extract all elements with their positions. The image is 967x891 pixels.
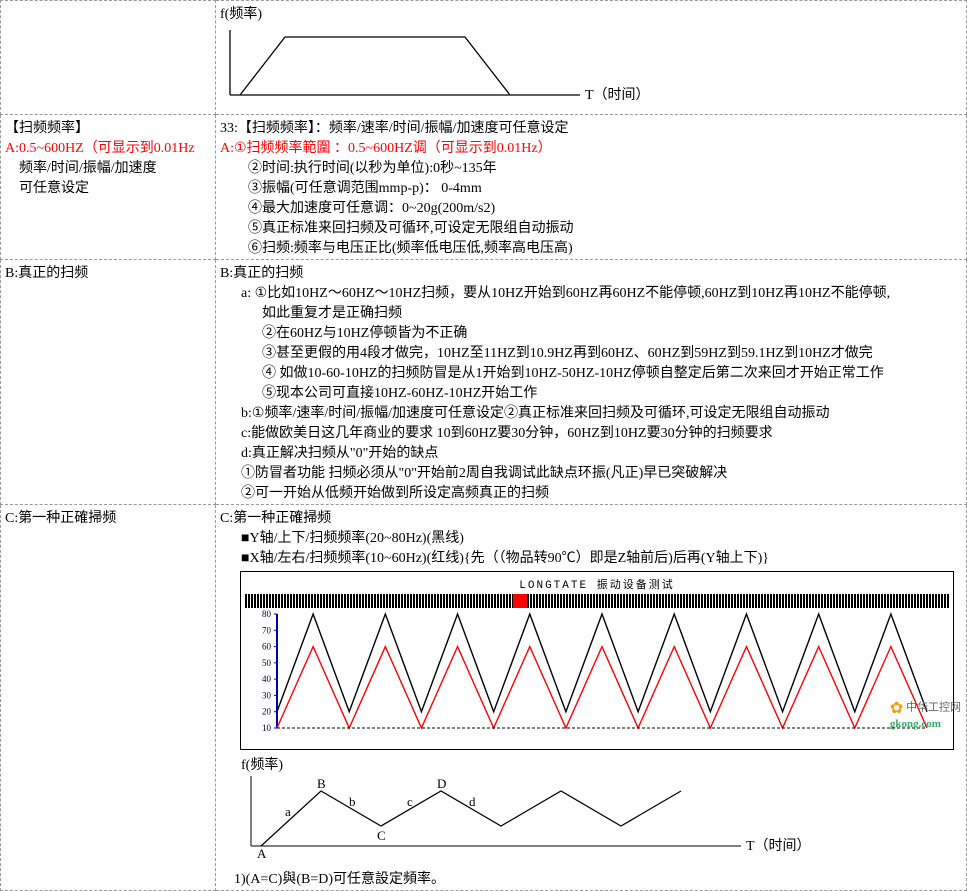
r4-l1: C:第一种正確掃频 [220,507,962,527]
r3-l8: b:①频率/速率/时间/振幅/加速度可任意设定②真正标准来回扫频及可循环,可设定… [220,402,962,422]
svg-text:a: a [285,804,291,819]
section-b-title: B:真正的扫频 [5,262,211,282]
r3-l7: ⑤现本公司可直接10HZ-60HZ-10HZ开始工作 [220,382,962,402]
r3-l12: ②可一开始从低频开始做到所设定高频真正的扫频 [220,482,962,502]
svg-text:b: b [349,794,356,809]
row4-right: C:第一种正確掃频 ■Y轴/上下/扫频频率(20~80Hz)(黑线) ■X轴/左… [216,505,967,891]
r3-l5: ③甚至更假的用4段才做完，10HZ至11HZ到10.9HZ再到60HZ、60HZ… [220,342,962,362]
r4-l3: ■X轴/左右/扫频频率(10~60Hz)(红线){先（（物品转90℃）即是Z轴前… [220,547,962,567]
svg-text:A: A [257,846,267,861]
r3-l6: ④ 如做10-60-10HZ的扫频防冒是从1开始到10HZ-50HZ-10HZ停… [220,362,962,382]
svg-text:30: 30 [262,690,272,700]
svg-text:D: D [437,776,446,791]
svg-text:60: 60 [262,642,272,652]
section-a-l2: 可任意设定 [5,177,211,197]
svg-text:80: 80 [262,610,272,619]
r3-l3: 如此重复才是正确扫频 [220,302,962,322]
row1-right: f(频率) T（时间） [216,1,967,115]
svg-text:T（时间）: T（时间） [585,87,640,103]
svg-text:d: d [469,794,476,809]
section-c-title: C:第一种正確掃频 [5,507,211,527]
gear-icon: ✿ [890,700,903,717]
row2-right: 33:【扫频频率】：频率/速率/时间/振幅/加速度可任意设定 A:①扫频频率範圍… [216,115,967,260]
row2-left: 【扫频频率】 A:0.5~600HZ（可显示到0.01Hz 频率/时间/振幅/加… [1,115,216,260]
r4-footer: 1)(A=C)與(B=D)可任意設定頻率。 [220,868,962,888]
section-a-range: A:0.5~600HZ（可显示到0.01Hz [5,137,211,157]
r2-l1: 33:【扫频频率】：频率/速率/时间/振幅/加速度可任意设定 [220,117,962,137]
r3-l9: c:能做欧美日这几年商业的要求 10到60HZ要30分钟，60HZ到10HZ要3… [220,422,962,442]
svg-text:20: 20 [262,707,272,717]
r3-l1: B:真正的扫频 [220,262,962,282]
svg-text:10: 10 [262,723,272,733]
section-a-l1: 频率/时间/振幅/加速度 [5,157,211,177]
labeled-zigzag: B D a b c d A C T（时间） [241,776,801,861]
logo-cn: 中华工控网 [906,702,961,714]
r4-l2: ■Y轴/上下/扫频频率(20~80Hz)(黑线) [220,527,962,547]
svg-text:c: c [407,794,413,809]
row4-left: C:第一种正確掃频 [1,505,216,891]
r2-l5: ④最大加速度可任意调：0~20g(200m/s2) [220,197,962,217]
svg-text:C: C [377,828,386,843]
svg-text:B: B [317,776,326,791]
r2-l4: ③振幅(可任意调范围mmp-p)： 0-4mm [220,177,962,197]
sweep-chart: LONGTATE 振动设备测试 80 70 60 50 40 30 20 10 [240,571,954,750]
site-logo: ✿ 中华工控网 gkong.com [890,698,961,730]
row3-right: B:真正的扫频 a: ①比如10HZ～60HZ～10HZ扫频，要从10HZ开始到… [216,260,967,505]
logo-domain: gkong.com [890,718,941,730]
section-a-title: 【扫频频率】 [5,117,211,137]
chart-header-bar [245,594,949,608]
r3-l10: d:真正解决扫频从"0"开始的缺点 [220,442,962,462]
row3-left: B:真正的扫频 [1,260,216,505]
row1-left [1,1,216,115]
freq-label: f(频率) [220,3,962,23]
trapezoid-graph: T（时间） [220,25,640,105]
r3-l11: ①防冒者功能 扫频必须从"0"开始前2周自我调试此缺点环振(凡正)早已突破解决 [220,462,962,482]
sweep-chart-svg: 80 70 60 50 40 30 20 10 [245,610,935,740]
r2-l3: ②时间:执行时间(以秒为单位):0秒~135年 [220,157,962,177]
svg-text:50: 50 [262,658,272,668]
r2-l7: ⑥扫频:频率与电压正比(频率低电压低,频率高电压高) [220,237,962,257]
svg-text:40: 40 [262,674,272,684]
r3-l4: ②在60HZ与10HZ停顿皆为不正确 [220,322,962,342]
svg-text:70: 70 [262,625,272,635]
r2-red: A:①扫频频率範圍 ：0.5~600HZ调（可显示到0.01Hz） [220,137,962,157]
bottom-f-label: f(频率) [220,754,962,774]
r2-l6: ⑤真正标准来回扫频及可循环,可设定无限组自动振动 [220,217,962,237]
r3-l2: a: ①比如10HZ～60HZ～10HZ扫频，要从10HZ开始到60HZ再60H… [220,282,962,302]
svg-text:T（时间）: T（时间） [746,838,801,854]
chart-title: LONGTATE 振动设备测试 [245,576,949,592]
